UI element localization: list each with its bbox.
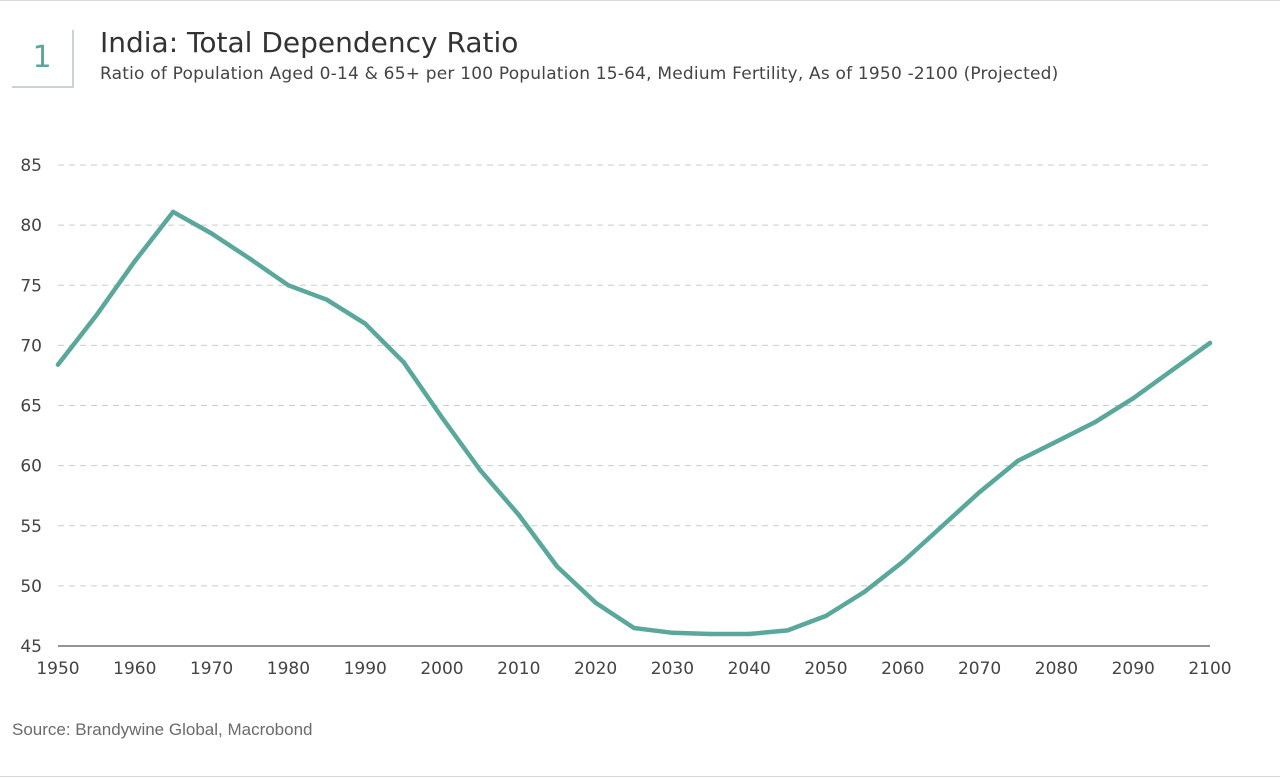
y-tick-label: 85 <box>20 156 42 176</box>
data-point <box>363 321 368 326</box>
chart-subtitle: Ratio of Population Aged 0-14 & 65+ per … <box>100 64 1059 84</box>
top-divider <box>0 0 1280 1</box>
x-tick-label: 2020 <box>574 659 617 679</box>
y-tick-label: 70 <box>20 336 42 356</box>
data-point <box>631 625 637 631</box>
data-point <box>516 512 521 518</box>
data-point <box>247 256 253 261</box>
x-tick-label: 2000 <box>420 659 463 679</box>
data-point <box>1015 458 1021 463</box>
data-point <box>478 468 483 473</box>
x-tick-label: 2080 <box>1035 659 1078 679</box>
data-point <box>94 313 99 318</box>
x-tick-label: 2060 <box>881 659 924 679</box>
x-tick-label: 1990 <box>344 659 387 679</box>
data-point <box>324 297 329 302</box>
x-tick-label: 2070 <box>958 659 1001 679</box>
x-tick-label: 2090 <box>1112 659 1155 679</box>
y-tick-label: 55 <box>20 517 42 537</box>
data-point <box>55 362 61 367</box>
data-point <box>286 283 291 288</box>
chart-title: India: Total Dependency Ratio <box>100 26 519 59</box>
data-point <box>132 259 137 264</box>
data-point <box>439 415 445 420</box>
x-tick-label: 1960 <box>113 659 156 679</box>
data-point <box>670 630 675 635</box>
data-point <box>977 489 982 495</box>
x-tick-label: 1980 <box>267 659 310 679</box>
x-tick-label: 2030 <box>651 659 694 679</box>
x-tick-label: 2050 <box>804 659 847 679</box>
series-layer <box>55 209 1213 637</box>
data-point <box>209 231 214 236</box>
data-point <box>171 209 176 215</box>
source-note: Source: Brandywine Global, Macrobond <box>12 720 313 739</box>
axes: 45 50 55 60 65 70 75 80 85 1950 1960 1970 1980 1990 20… <box>20 156 1231 679</box>
data-point <box>708 631 713 637</box>
data-point <box>823 613 829 619</box>
x-tick-label: 2010 <box>497 659 540 679</box>
series-line-0 <box>55 209 1213 637</box>
figure-number-badge: 1 <box>12 30 74 88</box>
data-point <box>401 360 406 365</box>
y-tick-label: 65 <box>20 397 42 417</box>
y-tick-label: 60 <box>20 457 42 477</box>
data-point <box>1054 439 1059 444</box>
data-point <box>900 559 905 564</box>
figure-number: 1 <box>32 40 52 75</box>
data-point <box>747 631 752 637</box>
data-point <box>785 628 790 633</box>
x-tick-label: 2040 <box>728 659 771 679</box>
gridlines <box>58 164 1210 587</box>
x-tick-label: 1950 <box>36 659 79 679</box>
bottom-divider <box>0 776 1280 777</box>
y-tick-label: 80 <box>20 216 42 236</box>
data-point <box>939 524 944 530</box>
data-point <box>1092 420 1098 425</box>
y-tick-label: 75 <box>20 276 42 296</box>
data-point <box>862 589 867 595</box>
data-point <box>593 600 598 605</box>
x-tick-label: 2100 <box>1188 659 1231 679</box>
x-tick-label: 1970 <box>190 659 233 679</box>
y-tick-label: 45 <box>20 637 42 657</box>
data-point <box>1207 340 1213 346</box>
y-tick-label: 50 <box>20 577 42 597</box>
data-point <box>1131 396 1136 401</box>
data-point <box>1169 368 1174 373</box>
data-point <box>555 564 560 569</box>
